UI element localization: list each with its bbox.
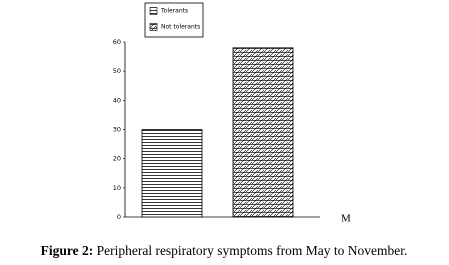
bar: [141, 129, 203, 218]
x-axis-label: M: [341, 213, 351, 225]
bar: [232, 47, 294, 218]
caption: Figure 2: Peripheral respiratory symptom…: [41, 243, 408, 258]
y-tick-label: 0: [117, 213, 121, 221]
legend-swatch: [149, 7, 158, 15]
y-tick-label: 40: [113, 96, 121, 104]
y-tick-label: 50: [113, 67, 121, 75]
y-tick-label: 30: [113, 126, 121, 134]
caption-text: Peripheral respiratory symptoms from May…: [97, 243, 408, 258]
legend-label: Tolerants: [160, 8, 188, 15]
y-tick-label: 10: [113, 184, 121, 192]
y-tick-label: 20: [113, 155, 121, 163]
y-tick-label: 60: [113, 38, 121, 46]
legend-swatch: [149, 23, 158, 31]
caption-label: Figure 2:: [41, 243, 94, 258]
legend-label: Not tolerants: [161, 24, 200, 31]
